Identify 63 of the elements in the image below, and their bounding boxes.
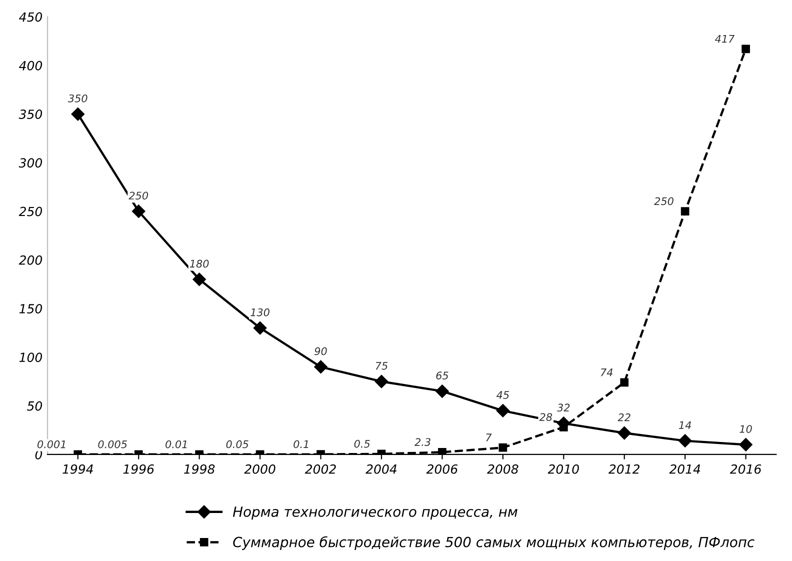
data-label: 0.001 — [37, 440, 66, 448]
data-label: 28 — [539, 413, 552, 421]
data-label: 65 — [436, 372, 448, 380]
legend-label: Суммарное быстродействие 500 самых мощных компьютеров, ПФлопс — [233, 536, 754, 550]
data-label: 10 — [740, 425, 752, 433]
data-label: 0.1 — [294, 440, 308, 448]
data-label: 74 — [600, 368, 613, 376]
data-label: 250 — [128, 192, 148, 200]
data-label: 14 — [678, 421, 691, 429]
x-tick-label: 2012 — [608, 464, 640, 474]
point — [496, 404, 510, 418]
y-tick-label: 50 — [27, 401, 42, 411]
x-tick-label: 2000 — [244, 464, 276, 474]
data-label: 180 — [190, 260, 209, 268]
point — [498, 443, 508, 452]
data-label: 350 — [68, 94, 88, 102]
point — [132, 204, 146, 218]
y-tick-label: 250 — [18, 206, 42, 216]
y-tick-label: 350 — [18, 110, 42, 119]
point — [680, 207, 690, 216]
data-label: 0.01 — [166, 440, 187, 448]
point — [71, 107, 84, 121]
point — [436, 384, 449, 398]
x-tick-label: 2010 — [548, 464, 579, 474]
data-label: 22 — [618, 413, 630, 422]
data-label: 0.005 — [98, 440, 127, 448]
data-label: 32 — [557, 404, 570, 412]
data-label: 2.3 — [414, 438, 430, 446]
x-tick-label: 2004 — [366, 464, 396, 474]
x-tick-label: 2016 — [730, 464, 762, 474]
x-tick-label: 2002 — [304, 464, 336, 474]
point — [374, 374, 388, 388]
y-tick-label: 200 — [18, 255, 42, 265]
point — [739, 438, 752, 452]
data-label: 0.5 — [354, 440, 370, 448]
data-label: 75 — [376, 362, 388, 370]
y-tick-label: 400 — [19, 60, 42, 70]
data-label: 0.05 — [226, 440, 248, 448]
data-label: 7 — [486, 434, 492, 442]
x-tick-label: 1994 — [62, 464, 93, 474]
point — [253, 321, 267, 335]
data-label: 250 — [654, 197, 674, 206]
data-label: 417 — [714, 34, 735, 43]
data-label: 90 — [314, 347, 327, 356]
y-tick-label: 300 — [18, 158, 42, 168]
y-tick-label: 450 — [19, 12, 42, 22]
point — [314, 360, 328, 374]
point — [192, 272, 206, 286]
y-tick-label: 100 — [19, 352, 42, 362]
point — [678, 434, 692, 448]
point — [620, 378, 629, 387]
data-label: 130 — [250, 308, 270, 316]
point — [742, 44, 750, 54]
x-tick-label: 2008 — [487, 464, 518, 474]
y-tick-label: 150 — [19, 304, 42, 314]
legend-label: Норма технологического процесса, нм — [232, 506, 518, 520]
x-tick-label: 2006 — [426, 464, 458, 474]
point — [618, 426, 631, 440]
data-label: 45 — [496, 391, 509, 399]
point — [438, 448, 446, 454]
x-tick-label: 2014 — [669, 464, 700, 474]
x-tick-label: 1996 — [123, 464, 154, 474]
x-tick-label: 1998 — [184, 464, 215, 474]
